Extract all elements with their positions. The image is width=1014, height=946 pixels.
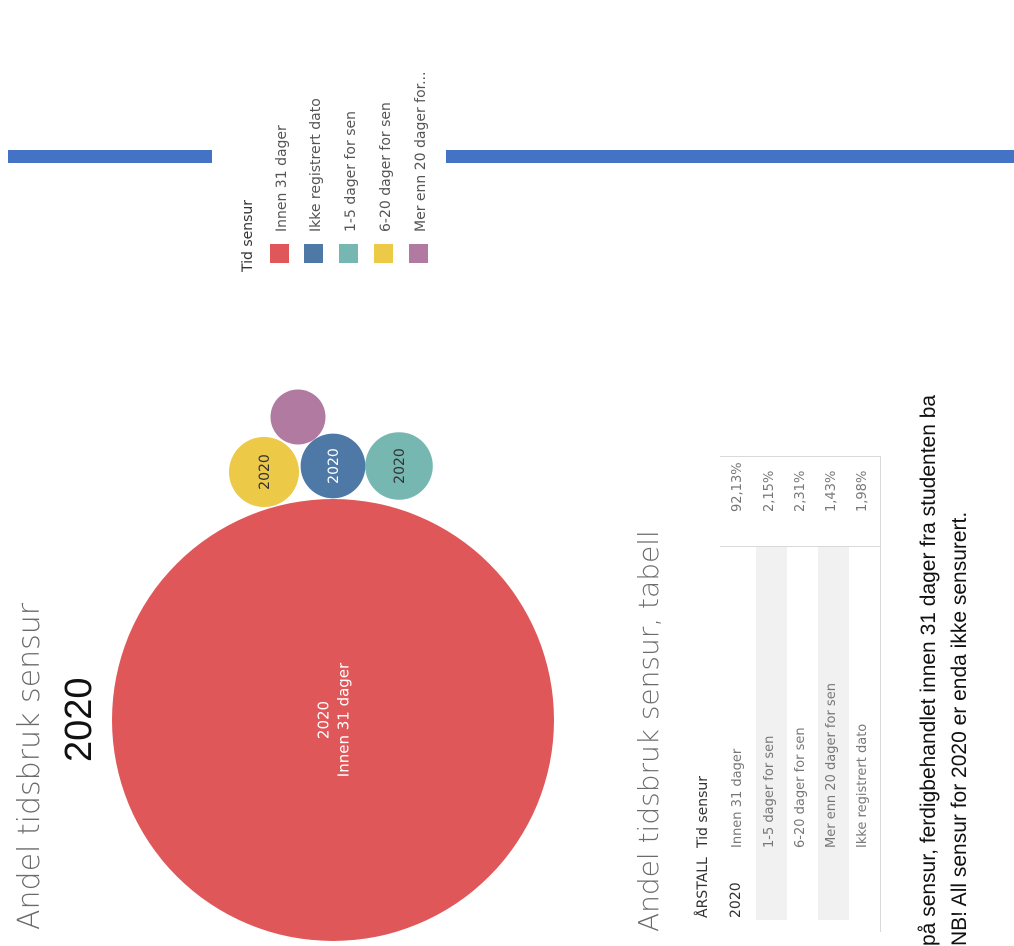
table-cell-value: 2,31% bbox=[793, 470, 808, 512]
table-band-row-4 bbox=[818, 546, 849, 920]
legend-swatch-innen-31 bbox=[270, 244, 289, 263]
legend-label-ikke-registrert: Ikke registrert dato bbox=[308, 98, 324, 232]
bubble-innen-31-dager[interactable] bbox=[112, 499, 554, 941]
bubble-ikke-registrert-dato[interactable] bbox=[300, 433, 366, 499]
note-line-2: NB! All sensur for 2020 er enda ikke sen… bbox=[948, 511, 971, 946]
bubble-label-6-20-dager-for-sen: 2020 bbox=[257, 454, 273, 490]
table-cell-value: 92,13% bbox=[730, 462, 745, 512]
table-cell-category: Mer enn 20 dager for sen bbox=[824, 683, 839, 848]
table-cell-value: 1,43% bbox=[824, 470, 839, 512]
table-cell-value: 1,98% bbox=[855, 470, 870, 512]
legend-swatch-1-5 bbox=[339, 244, 358, 263]
bubble-mer-enn-20-dager-for-sen[interactable] bbox=[270, 389, 326, 445]
table-cell-year: 2020 bbox=[728, 882, 744, 918]
bubble-label-1-5-dager-for-sen: 2020 bbox=[392, 448, 408, 484]
table-cell-category: Innen 31 dager bbox=[730, 748, 745, 848]
table-title: Andel tidsbruk sensur, tabell bbox=[632, 530, 665, 932]
legend-label-1-5: 1-5 dager for sen bbox=[343, 111, 359, 232]
accent-bar-left bbox=[8, 150, 212, 163]
table-cell-category: Ikke registrert dato bbox=[855, 723, 870, 848]
legend-swatch-ikke-registrert bbox=[304, 244, 323, 263]
legend-swatch-mer-enn-20 bbox=[409, 244, 428, 263]
legend-label-mer-enn-20: Mer enn 20 dager for... bbox=[413, 71, 429, 232]
table-cell-category: 6-20 dager for sen bbox=[793, 727, 808, 848]
legend-title: Tid sensur bbox=[240, 199, 256, 272]
table-rule-header bbox=[720, 546, 880, 547]
table-band-row-2 bbox=[756, 546, 787, 920]
bubble-1-5-dager-for-sen[interactable] bbox=[365, 432, 433, 500]
bubble-6-20-dager-for-sen[interactable] bbox=[229, 437, 299, 507]
note-line-1: på sensur, ferdigbehandlet innen 31 dage… bbox=[917, 394, 940, 946]
table-rule-bottom bbox=[880, 456, 881, 932]
bubble-label-ikke-registrert-dato: 2020 bbox=[326, 448, 342, 484]
table-header-category: Tid sensur bbox=[695, 775, 711, 848]
legend-label-innen-31: Innen 31 dager bbox=[274, 125, 290, 232]
accent-bar-right bbox=[446, 150, 1014, 163]
bubble-label-innen-31-dager: 2020 Innen 31 dager bbox=[314, 662, 352, 777]
table-cell-value: 2,15% bbox=[762, 470, 777, 512]
legend-swatch-6-20 bbox=[374, 244, 393, 263]
table-cell-category: 1-5 dager for sen bbox=[762, 735, 777, 848]
legend-label-6-20: 6-20 dager for sen bbox=[378, 102, 394, 232]
table-header-year: ÅRSTALL bbox=[695, 857, 711, 918]
table-rule-values bbox=[720, 456, 880, 457]
